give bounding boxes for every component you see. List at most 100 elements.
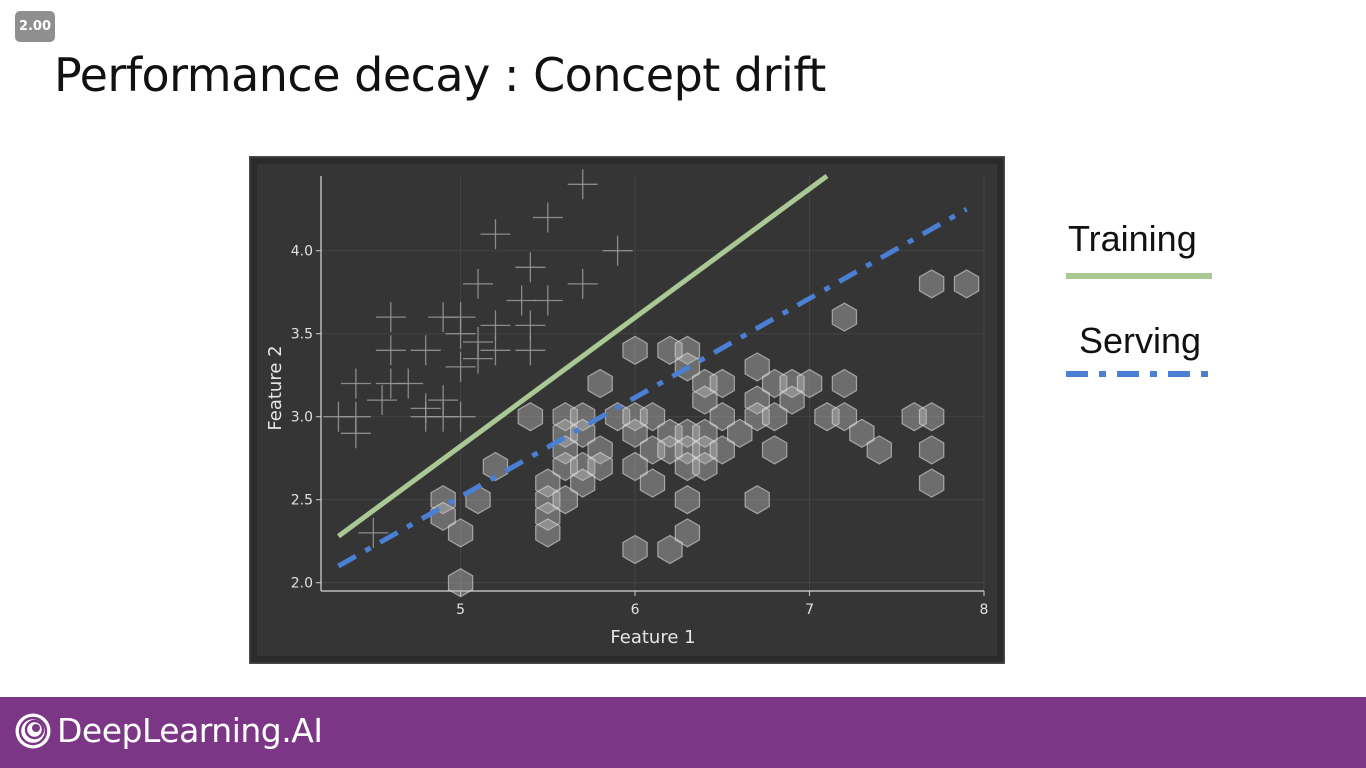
y-axis-label: Feature 2 [265,345,286,430]
y-tick-label: 3.0 [291,410,313,426]
hexagon-point [639,468,666,498]
decision-lines-layer [336,173,968,569]
hexagon-point [709,402,735,432]
hexagon-point [447,568,474,598]
cross-point [445,351,476,382]
hexagon-point [570,468,596,498]
cross-point [428,302,459,333]
hexagon-point [622,335,648,365]
hexagon-point [517,402,544,432]
y-tick-label: 3.5 [291,327,313,343]
hexagon-point [692,385,718,415]
hexagon-point [587,451,613,482]
cross-point [445,318,476,349]
hexagon-points-layer [430,269,980,598]
cross-point [375,335,406,366]
hexagon-point [709,435,735,465]
x-tick-label: 7 [805,602,814,618]
chart-svg: 5 6 7 8 2.0 2.5 3.0 3.5 4.0 Feature 1 Feature 2 [249,156,1005,664]
brand-name: DeepLearning.AI [57,711,323,750]
hexagon-point [587,368,613,399]
x-axis-label: Feature 1 [610,627,695,648]
hexagon-point [622,451,648,482]
x-tick-label: 6 [631,602,640,618]
hexagon-point [657,534,683,565]
hexagon-point [744,385,770,415]
hexagon-point [552,485,578,515]
cross-point [567,169,598,200]
playback-speed-badge[interactable]: 2.00 [15,11,55,42]
hexagon-point [831,302,858,332]
legend-training-line [1066,273,1212,279]
hexagon-point [918,269,945,299]
hexagon-point [482,451,509,482]
hexagon-point [639,402,666,432]
hexagon-point [535,468,561,498]
cross-point [463,343,494,374]
hexagon-point [744,485,770,515]
hexagon-point [831,368,858,399]
cross-point [532,285,563,316]
axis-layer: 5 6 7 8 2.0 2.5 3.0 3.5 4.0 [291,176,989,618]
plot-background [257,164,997,656]
y-tick-label: 4.0 [291,244,313,260]
hexagon-point [796,368,823,399]
x-tick-label: 5 [456,602,465,618]
footer-bar: DeepLearning.AI [0,697,1366,768]
cross-point [340,368,371,399]
cross-points-layer [323,169,633,548]
hexagon-point [866,435,893,465]
deeplearning-logo-icon [15,713,51,748]
cross-point [367,385,398,416]
training-line [336,173,829,539]
hexagon-point [953,269,980,299]
cross-point [532,202,563,233]
hexagon-point [918,402,945,432]
hexagon-point [692,418,718,448]
hexagon-point [779,385,805,415]
cross-point [567,268,598,299]
hexagon-point [831,402,858,432]
hexagon-point [761,402,788,432]
hexagon-point [709,368,735,399]
hexagon-point [622,418,648,448]
hexagon-point [727,418,753,448]
cross-point [410,335,441,366]
hexagon-point [447,518,474,548]
hexagon-point [587,435,613,465]
hexagon-point [918,468,945,498]
y-tick-label: 2.0 [291,576,313,592]
cross-point [602,235,633,266]
hexagon-point [692,451,718,482]
cross-point [515,252,546,283]
cross-point [480,335,511,366]
x-tick-label: 8 [980,602,989,618]
hexagon-point [674,335,701,365]
hexagon-point [849,418,875,448]
hexagon-point [430,485,456,515]
hexagon-point [570,418,596,448]
cross-point [480,219,511,250]
hexagon-point [674,518,701,548]
cross-point [445,401,476,432]
scatter-chart: 5 6 7 8 2.0 2.5 3.0 3.5 4.0 Feature 1 Feature 2 [249,156,1005,664]
hexagon-point [761,435,788,465]
cross-point [515,335,546,366]
legend-serving-line [1066,371,1214,377]
hexagon-point [570,402,596,432]
hexagon-point [535,518,561,548]
cross-point [375,302,406,333]
brand[interactable]: DeepLearning.AI [14,711,323,750]
cross-point [463,268,494,299]
hexagon-point [622,534,648,565]
hexagon-point [918,435,945,465]
legend-serving-label: Serving [1079,320,1202,361]
cross-point [506,285,537,316]
cross-point [375,368,406,399]
cross-point [340,418,371,449]
hexagon-point [535,501,561,531]
slide-title: Performance decay : Concept drift [54,48,826,102]
legend-training-label: Training [1068,218,1197,259]
hexagon-point [744,352,770,382]
cross-point [358,517,389,548]
